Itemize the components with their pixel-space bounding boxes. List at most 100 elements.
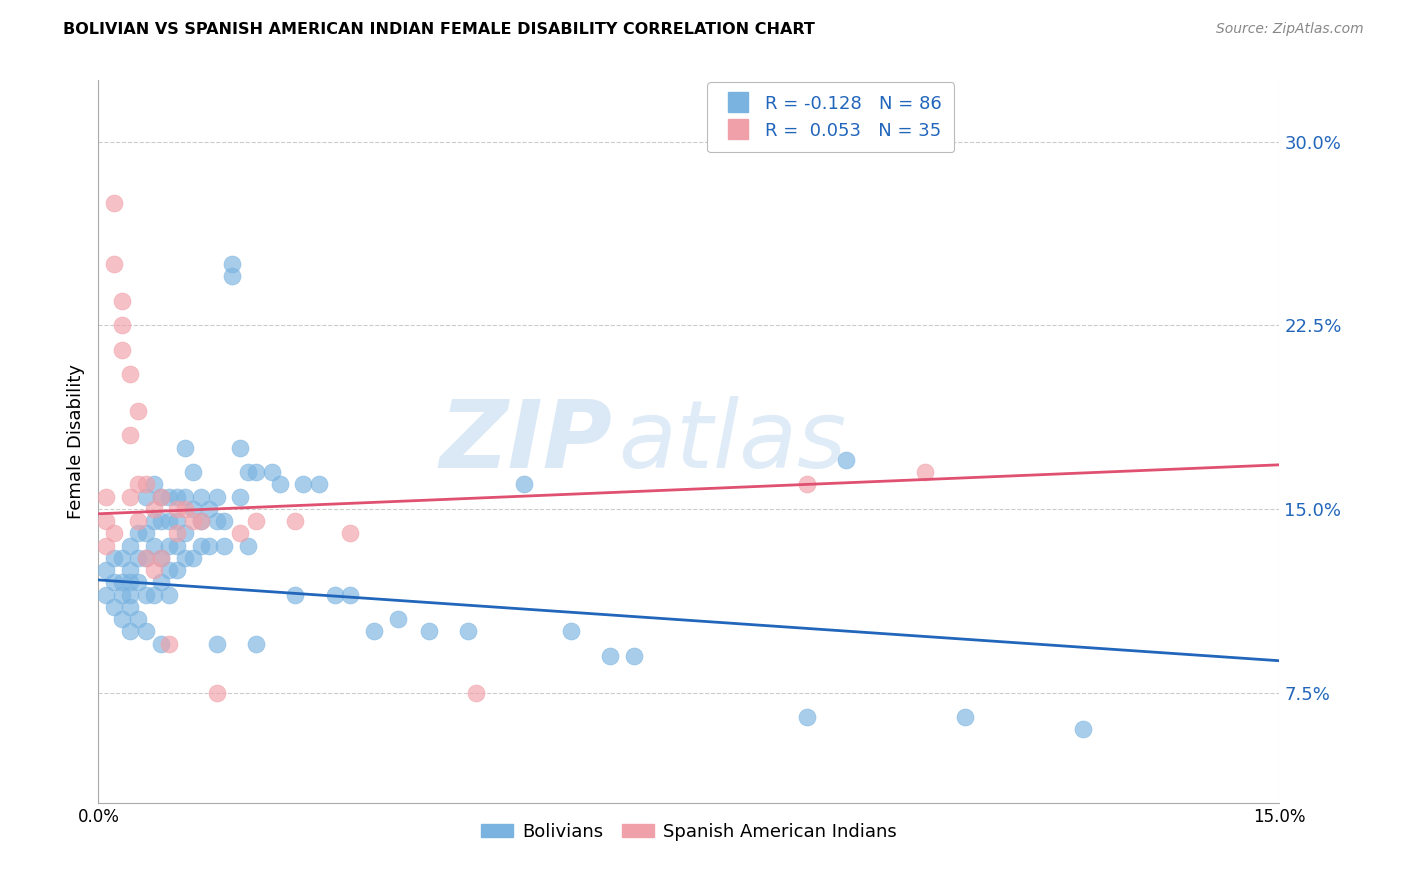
Point bbox=[181, 514, 204, 528]
Point bbox=[118, 367, 141, 381]
Point bbox=[623, 648, 645, 663]
Point bbox=[205, 685, 228, 699]
Point bbox=[111, 293, 134, 308]
Point bbox=[111, 575, 134, 590]
Point bbox=[339, 526, 361, 541]
Point bbox=[166, 490, 188, 504]
Point bbox=[181, 550, 204, 565]
Point bbox=[142, 514, 165, 528]
Point bbox=[118, 588, 141, 602]
Point bbox=[835, 453, 858, 467]
Point bbox=[157, 637, 180, 651]
Legend: Bolivians, Spanish American Indians: Bolivians, Spanish American Indians bbox=[474, 815, 904, 848]
Point bbox=[174, 526, 197, 541]
Point bbox=[127, 514, 149, 528]
Point bbox=[103, 526, 125, 541]
Point bbox=[292, 477, 315, 491]
Point bbox=[465, 685, 488, 699]
Text: Source: ZipAtlas.com: Source: ZipAtlas.com bbox=[1216, 22, 1364, 37]
Point bbox=[260, 465, 283, 479]
Point bbox=[174, 502, 197, 516]
Point bbox=[166, 502, 188, 516]
Point bbox=[135, 550, 157, 565]
Point bbox=[150, 514, 173, 528]
Point bbox=[214, 514, 236, 528]
Point bbox=[142, 477, 165, 491]
Point bbox=[150, 550, 173, 565]
Point bbox=[103, 195, 125, 210]
Point bbox=[118, 490, 141, 504]
Point bbox=[135, 490, 157, 504]
Point bbox=[190, 514, 212, 528]
Point bbox=[236, 465, 259, 479]
Point bbox=[181, 502, 204, 516]
Point bbox=[166, 514, 188, 528]
Point bbox=[118, 575, 141, 590]
Point bbox=[118, 599, 141, 614]
Point bbox=[142, 539, 165, 553]
Text: BOLIVIAN VS SPANISH AMERICAN INDIAN FEMALE DISABILITY CORRELATION CHART: BOLIVIAN VS SPANISH AMERICAN INDIAN FEMA… bbox=[63, 22, 815, 37]
Point bbox=[127, 612, 149, 626]
Point bbox=[157, 563, 180, 577]
Point bbox=[96, 514, 118, 528]
Point bbox=[127, 526, 149, 541]
Point bbox=[796, 710, 818, 724]
Point bbox=[190, 514, 212, 528]
Point bbox=[457, 624, 479, 639]
Point bbox=[96, 588, 118, 602]
Point bbox=[205, 514, 228, 528]
Point bbox=[127, 550, 149, 565]
Point bbox=[157, 490, 180, 504]
Point bbox=[323, 588, 346, 602]
Point bbox=[150, 575, 173, 590]
Point bbox=[229, 490, 252, 504]
Point bbox=[118, 428, 141, 442]
Point bbox=[245, 637, 267, 651]
Point bbox=[103, 257, 125, 271]
Point bbox=[560, 624, 582, 639]
Point bbox=[111, 612, 134, 626]
Point bbox=[157, 514, 180, 528]
Point bbox=[103, 575, 125, 590]
Point bbox=[953, 710, 976, 724]
Point bbox=[111, 550, 134, 565]
Point bbox=[111, 318, 134, 333]
Point bbox=[308, 477, 330, 491]
Point bbox=[914, 465, 936, 479]
Point bbox=[166, 526, 188, 541]
Point bbox=[127, 477, 149, 491]
Point bbox=[166, 563, 188, 577]
Text: atlas: atlas bbox=[619, 396, 846, 487]
Point bbox=[150, 637, 173, 651]
Point bbox=[387, 612, 409, 626]
Point bbox=[174, 550, 197, 565]
Point bbox=[118, 539, 141, 553]
Point bbox=[111, 343, 134, 357]
Point bbox=[111, 588, 134, 602]
Point bbox=[214, 539, 236, 553]
Point bbox=[174, 441, 197, 455]
Point bbox=[118, 624, 141, 639]
Point bbox=[339, 588, 361, 602]
Point bbox=[1071, 723, 1094, 737]
Point bbox=[157, 539, 180, 553]
Point bbox=[284, 588, 307, 602]
Point bbox=[221, 257, 243, 271]
Point bbox=[96, 490, 118, 504]
Point bbox=[197, 539, 219, 553]
Point bbox=[236, 539, 259, 553]
Point bbox=[190, 490, 212, 504]
Text: ZIP: ZIP bbox=[439, 395, 612, 488]
Point bbox=[135, 477, 157, 491]
Point bbox=[103, 550, 125, 565]
Point bbox=[796, 477, 818, 491]
Point bbox=[96, 563, 118, 577]
Point bbox=[174, 490, 197, 504]
Point bbox=[135, 624, 157, 639]
Point bbox=[221, 269, 243, 284]
Point bbox=[150, 490, 173, 504]
Point bbox=[205, 490, 228, 504]
Point bbox=[181, 465, 204, 479]
Point bbox=[190, 539, 212, 553]
Point bbox=[142, 588, 165, 602]
